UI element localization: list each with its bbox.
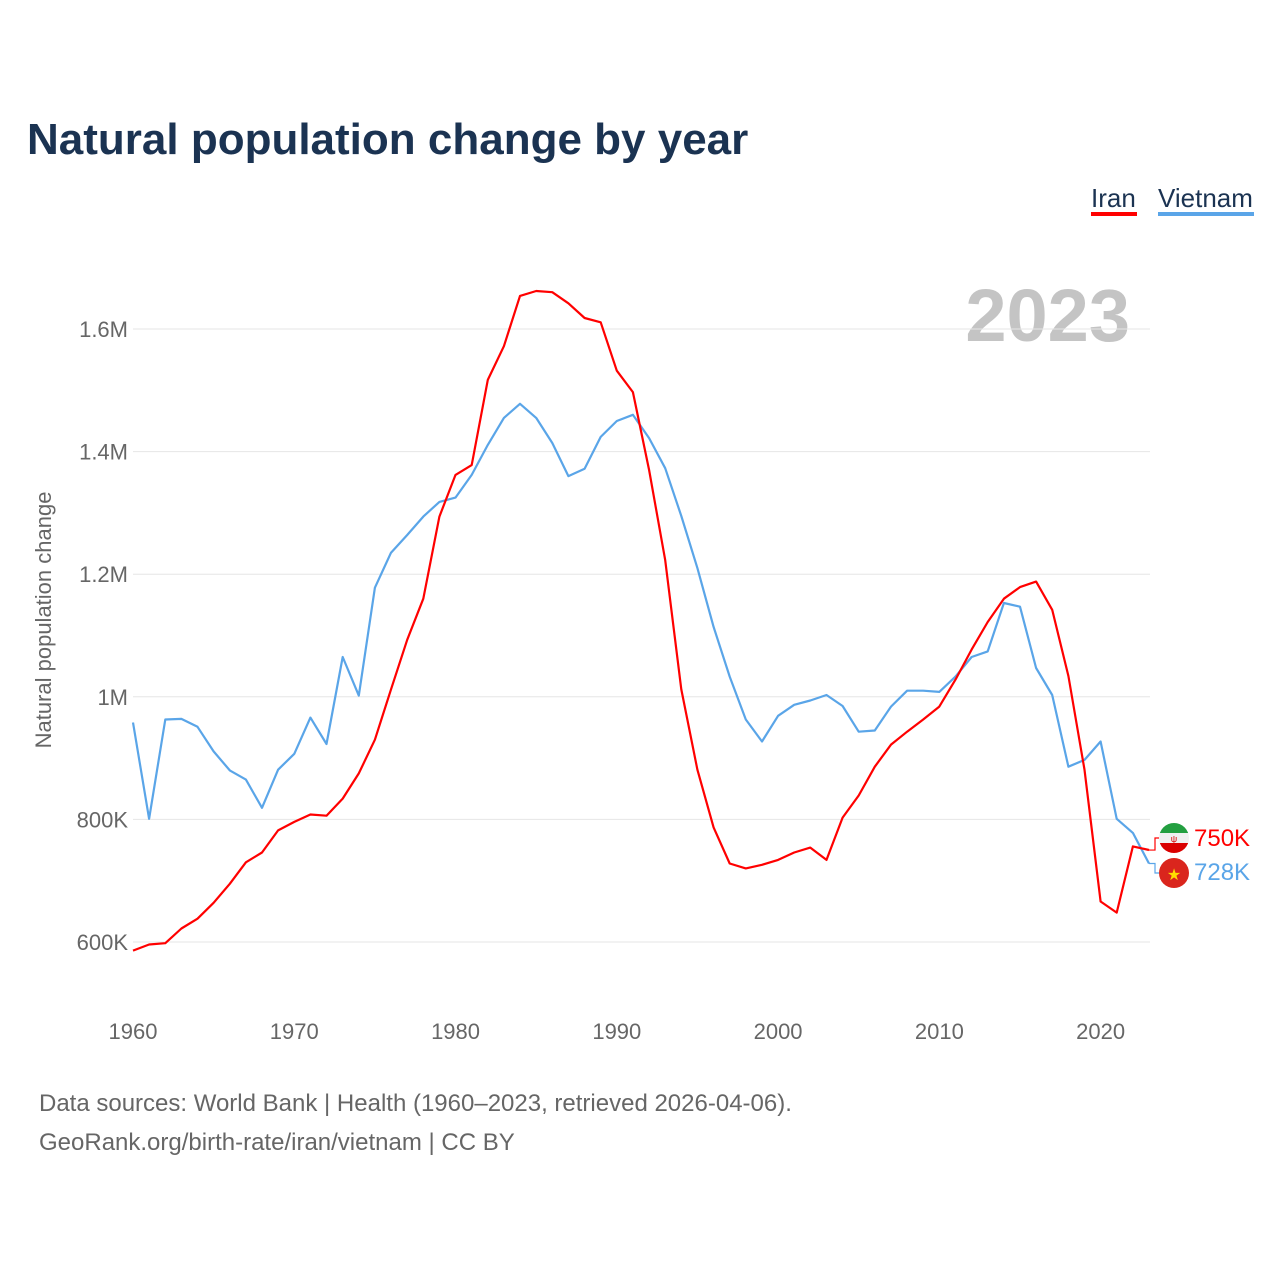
legend-label-iran: Iran — [1091, 183, 1136, 213]
y-tick-label: 1.2M — [79, 562, 128, 587]
y-axis-label: Natural population change — [31, 492, 56, 749]
series-line-vietnam — [131, 402, 1150, 865]
vietnam-flag-icon: ★ — [1159, 858, 1189, 888]
end-label-vietnam: ★ 728K — [1159, 858, 1250, 888]
gridlines — [133, 328, 1150, 943]
footer-sources: Data sources: World Bank | Health (1960–… — [39, 1090, 792, 1117]
year-watermark: 2023 — [965, 274, 1130, 357]
x-tick-label: 1960 — [109, 1019, 158, 1044]
end-connector-vietnam — [1149, 862, 1159, 874]
legend: Iran Vietnam — [1091, 183, 1254, 216]
end-value-vietnam: 728K — [1194, 859, 1250, 886]
x-tick-label: 1990 — [592, 1019, 641, 1044]
x-tick-label: 2000 — [754, 1019, 803, 1044]
series-lines — [131, 289, 1159, 952]
iran-flag-icon: ψ — [1159, 823, 1189, 853]
x-tick-label: 1970 — [270, 1019, 319, 1044]
x-axis: 1960 1970 1980 1990 2000 2010 2020 — [109, 1019, 1126, 1044]
end-connector-iran — [1149, 837, 1159, 851]
svg-text:ψ: ψ — [1171, 834, 1177, 844]
chart-title: Natural population change by year — [27, 115, 748, 164]
y-axis: 600K 800K 1M 1.2M 1.4M 1.6M — [77, 317, 129, 955]
end-label-iran: ψ 750K — [1159, 823, 1250, 853]
legend-label-vietnam: Vietnam — [1158, 183, 1253, 213]
y-tick-label: 600K — [77, 930, 129, 955]
x-tick-label: 2010 — [915, 1019, 964, 1044]
legend-swatch-iran — [1091, 212, 1137, 216]
legend-item-iran[interactable]: Iran — [1091, 183, 1137, 216]
legend-swatch-vietnam — [1158, 212, 1254, 216]
x-tick-label: 2020 — [1076, 1019, 1125, 1044]
x-tick-label: 1980 — [431, 1019, 480, 1044]
legend-item-vietnam[interactable]: Vietnam — [1158, 183, 1254, 216]
series-line-iran — [132, 289, 1150, 952]
y-tick-label: 1M — [97, 685, 128, 710]
y-tick-label: 1.6M — [79, 317, 128, 342]
svg-text:★: ★ — [1167, 867, 1181, 884]
y-tick-label: 1.4M — [79, 440, 128, 465]
end-value-iran: 750K — [1194, 825, 1250, 852]
footer-link[interactable]: GeoRank.org/birth-rate/iran/vietnam | CC… — [39, 1129, 515, 1156]
y-tick-label: 800K — [77, 807, 129, 832]
